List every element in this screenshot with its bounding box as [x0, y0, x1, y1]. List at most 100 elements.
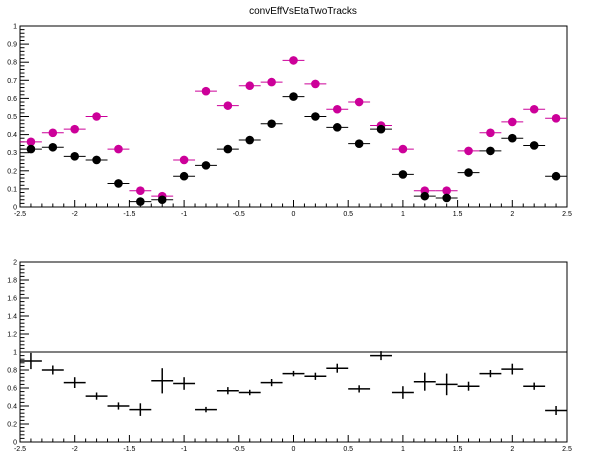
- top-x-tick-label: 0: [292, 211, 296, 218]
- ratio-marks: [20, 351, 567, 416]
- top-x-tick-label: 0.5: [343, 211, 353, 218]
- top-series-1-point: [508, 117, 517, 127]
- top-series-1-point: [92, 112, 101, 121]
- top-series-1-point: [223, 101, 233, 110]
- top-series-2-point: [136, 197, 145, 206]
- bot-y-tick-label: 1.4: [7, 314, 17, 321]
- top-x-tick-label: -1: [181, 211, 187, 218]
- bot-x-tick-label: 2.5: [562, 446, 572, 453]
- top-x-tick-label: -2: [72, 211, 78, 218]
- top-y-tick-label: 0.7: [7, 78, 17, 85]
- top-y-tick-label: 0.8: [7, 60, 17, 67]
- top-series-1-point: [201, 86, 211, 96]
- top-series-2-point: [70, 152, 79, 161]
- ratio-panel: 0 0.2 0.4 0.6 0.8 1 1.2 1.4 1.6 1.8 2 -2.5 -2 -1.5 -1…: [7, 260, 572, 454]
- bot-x-tick-label: 0: [292, 446, 296, 453]
- bot-x-tick-label: 2: [510, 446, 514, 453]
- top-series-1-point: [267, 77, 276, 87]
- bot-x-tick-label: 1: [401, 446, 405, 453]
- top-series-2-point: [114, 179, 123, 188]
- top-series-1-point: [136, 186, 145, 196]
- top-y-tick-label: 0.6: [7, 96, 17, 103]
- bot-y-tick-label: 2: [13, 260, 17, 267]
- top-series-2-point: [26, 144, 36, 154]
- top-x-tick-label: -0.5: [233, 211, 245, 218]
- top-x-tick-label: 2: [510, 211, 514, 218]
- efficiency-x-axis: -2.5 -2 -1.5 -1 -0.5 0 0.5 1 1.5 2 2.5: [14, 200, 572, 218]
- ratio-y-axis: 0 0.2 0.4 0.6 0.8 1 1.2 1.4 1.6 1.8 2: [7, 260, 29, 447]
- efficiency-marks: [20, 56, 567, 206]
- bot-x-tick-label: -1: [181, 446, 187, 453]
- top-y-tick-label: 0.1: [7, 186, 17, 193]
- top-series-2-point: [442, 193, 451, 203]
- efficiency-y-axis: 0 0.1 0.2 0.3 0.4 0.5 0.6 0.7 0.8 0.9 1: [7, 24, 29, 212]
- top-series-1-point: [26, 137, 36, 147]
- top-series-2-point: [245, 135, 255, 145]
- top-series-1-point: [48, 128, 58, 138]
- top-series-1-point: [332, 104, 342, 114]
- top-series-2-point: [92, 155, 101, 165]
- top-series-2-point: [529, 141, 539, 150]
- bot-y-tick-label: 0.2: [7, 422, 17, 429]
- top-series-2-point: [398, 170, 408, 179]
- top-y-tick-label: 0.2: [7, 168, 17, 175]
- top-series-1-point: [354, 97, 364, 107]
- bot-y-tick-label: 1.2: [7, 332, 17, 339]
- top-series-1-point: [529, 104, 539, 114]
- ratio-x-axis: -2.5 -2 -1.5 -1 -0.5 0 0.5 1 1.5 2 2.5: [14, 435, 572, 453]
- top-x-tick-label: -1.5: [123, 211, 135, 218]
- bot-y-tick-label: 1.8: [7, 278, 17, 285]
- chart-title: convEffVsEtaTwoTracks: [249, 6, 357, 17]
- efficiency-panel: 0 0.1 0.2 0.3 0.4 0.5 0.6 0.7 0.8 0.9 1 -2.5 -2 -1.5…: [7, 24, 572, 219]
- top-x-tick-label: -2.5: [14, 211, 26, 218]
- top-series-2-point: [157, 195, 167, 205]
- bot-y-tick-label: 1: [13, 350, 17, 357]
- top-series-2-point: [48, 142, 58, 152]
- top-series-2-point: [201, 161, 211, 170]
- top-series-1-point: [464, 146, 473, 156]
- top-series-2-point: [508, 133, 517, 143]
- bot-x-tick-label: -1.5: [123, 446, 135, 453]
- top-series-2-point: [223, 144, 233, 154]
- top-series-2-point: [289, 92, 298, 101]
- top-series-1-point: [486, 128, 495, 138]
- top-x-tick-label: 1.5: [453, 211, 463, 218]
- top-x-tick-label: 2.5: [562, 211, 572, 218]
- top-series-2-point: [179, 171, 189, 181]
- top-series-2-point: [464, 168, 473, 177]
- top-series-1-point: [442, 186, 451, 196]
- top-series-2-point: [551, 171, 561, 181]
- bot-x-tick-label: 0.5: [343, 446, 353, 453]
- top-series-2-point: [376, 124, 386, 134]
- top-x-tick-label: 1: [401, 211, 405, 218]
- top-y-tick-label: 0.5: [7, 114, 17, 121]
- top-series-2-point: [311, 112, 320, 121]
- top-y-tick-label: 0: [13, 205, 17, 212]
- top-series-1-point: [551, 114, 561, 123]
- top-series-1-point: [289, 56, 298, 65]
- top-series-1-point: [114, 144, 123, 154]
- top-series-2-point: [267, 119, 276, 129]
- top-series-1-point: [245, 81, 255, 91]
- top-series-1-point: [179, 155, 189, 165]
- top-series-1-point: [70, 124, 79, 134]
- bot-y-tick-label: 0.4: [7, 404, 17, 411]
- bot-x-tick-label: -2.5: [14, 446, 26, 453]
- top-series-2-point: [420, 191, 430, 201]
- bot-y-tick-label: 0: [13, 440, 17, 447]
- top-y-tick-label: 0.9: [7, 42, 17, 49]
- top-y-tick-label: 1: [13, 24, 17, 31]
- top-series-1-point: [311, 79, 320, 89]
- bot-y-tick-label: 1.6: [7, 296, 17, 303]
- top-series-2-point: [354, 139, 364, 148]
- bot-y-tick-label: 0.8: [7, 368, 17, 375]
- bot-y-tick-label: 0.6: [7, 386, 17, 393]
- top-series-2-point: [486, 146, 495, 156]
- top-y-tick-label: 0.3: [7, 150, 17, 157]
- bot-x-tick-label: 1.5: [453, 446, 463, 453]
- bot-x-tick-label: -2: [72, 446, 78, 453]
- top-series-1-point: [398, 144, 408, 154]
- top-y-tick-label: 0.4: [7, 132, 17, 139]
- top-series-2-point: [332, 123, 342, 132]
